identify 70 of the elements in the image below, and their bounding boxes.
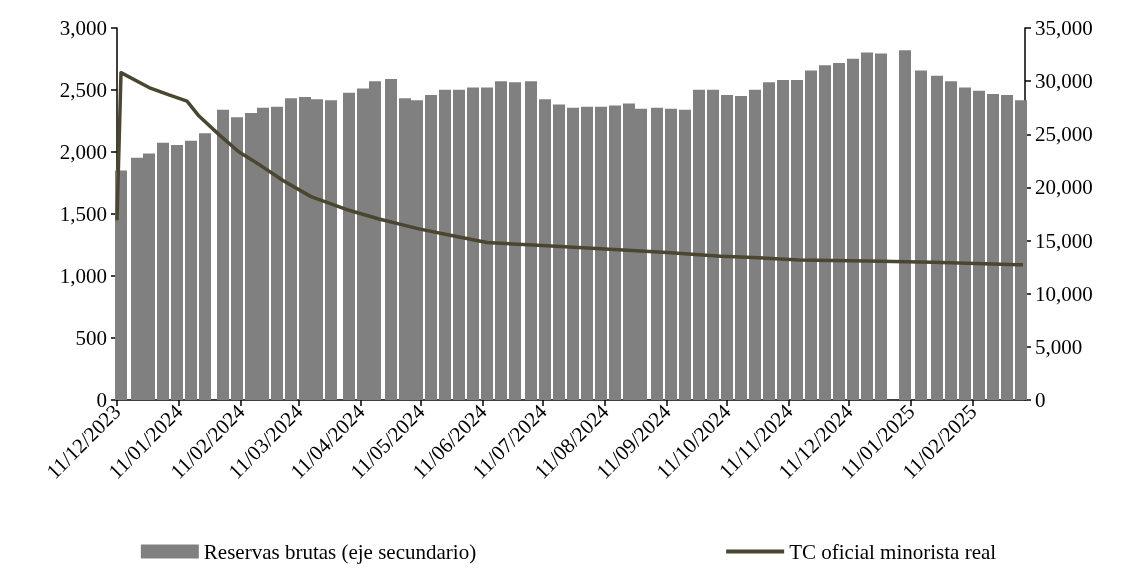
legend-label: TC oficial minorista real xyxy=(789,539,997,564)
y-tick-label: 2,000 xyxy=(59,140,107,164)
bar xyxy=(539,99,551,400)
bar xyxy=(693,89,705,400)
bar xyxy=(1015,100,1027,400)
y-tick-label: 1,000 xyxy=(59,264,107,288)
bar xyxy=(453,89,465,400)
bar xyxy=(115,170,127,400)
bar xyxy=(285,98,297,400)
bar xyxy=(467,87,479,400)
bar xyxy=(199,133,211,400)
bar xyxy=(861,52,873,400)
y-tick-label: 500 xyxy=(75,326,107,350)
bar xyxy=(567,107,579,400)
bar xyxy=(707,89,719,400)
bar xyxy=(595,106,607,400)
bar xyxy=(931,75,943,400)
y2-tick-label: 20,000 xyxy=(1035,175,1093,200)
bar xyxy=(185,140,197,400)
bar xyxy=(553,104,565,400)
bar xyxy=(915,70,927,400)
y-tick-label: 3,000 xyxy=(59,16,107,40)
bar xyxy=(973,90,985,400)
y2-tick-label: 15,000 xyxy=(1035,228,1093,253)
bar xyxy=(231,117,243,400)
bar xyxy=(509,82,521,400)
bar xyxy=(439,89,451,400)
y2-tick-label: 25,000 xyxy=(1035,122,1093,147)
bar xyxy=(959,87,971,400)
bar xyxy=(171,144,183,400)
y2-tick-label: 10,000 xyxy=(1035,281,1093,306)
y-tick-label: 0 xyxy=(96,388,107,412)
bar xyxy=(609,105,621,400)
bar xyxy=(987,93,999,400)
bar xyxy=(481,87,493,400)
bar xyxy=(679,109,691,400)
y2-tick-label: 0 xyxy=(1035,388,1046,412)
bar xyxy=(217,109,229,400)
bar xyxy=(763,82,775,400)
bar xyxy=(581,106,593,400)
bar xyxy=(735,96,747,400)
y-tick-label: 2,500 xyxy=(59,78,107,102)
bar xyxy=(425,94,437,400)
y2-tick-label: 5,000 xyxy=(1035,334,1083,359)
bar xyxy=(525,81,537,400)
bar xyxy=(343,92,355,400)
bar xyxy=(805,70,817,400)
y2-tick-label: 35,000 xyxy=(1035,16,1093,40)
bar xyxy=(721,94,733,400)
bar xyxy=(945,81,957,400)
bar xyxy=(157,142,169,400)
bar xyxy=(749,89,761,400)
bar xyxy=(651,107,663,400)
bar xyxy=(271,106,283,400)
bar xyxy=(665,108,677,400)
bar xyxy=(875,53,887,400)
bar xyxy=(495,81,507,400)
line-series xyxy=(115,70,1025,267)
bar xyxy=(325,100,337,400)
bar xyxy=(791,80,803,400)
bar xyxy=(777,80,789,400)
bar xyxy=(833,63,845,400)
bar xyxy=(1001,94,1013,400)
bar xyxy=(899,50,911,400)
legend-label: Reservas brutas (eje secundario) xyxy=(203,539,477,564)
y2-tick-label: 30,000 xyxy=(1035,69,1093,94)
bar xyxy=(847,58,859,400)
y-tick-label: 1,500 xyxy=(59,202,107,226)
bar xyxy=(819,65,831,400)
bar xyxy=(385,79,397,400)
